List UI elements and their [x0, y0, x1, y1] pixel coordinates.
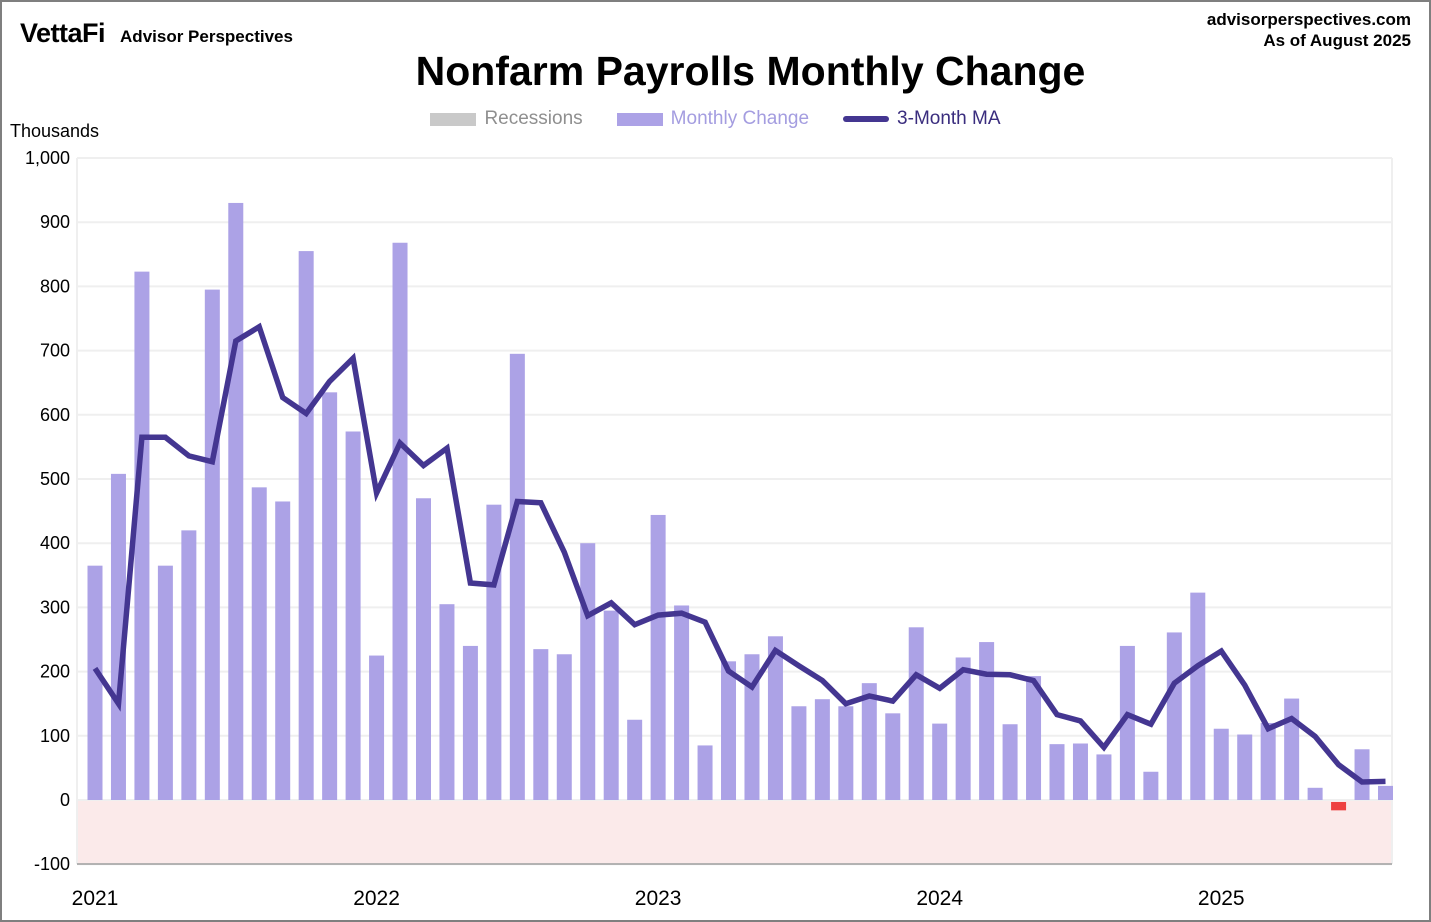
monthly-change-swatch: [616, 112, 663, 126]
y-axis-tick-label: 600: [40, 405, 70, 425]
y-axis-tick-label: 400: [40, 533, 70, 553]
legend-item-monthly-change: Monthly Change: [616, 108, 810, 130]
bar-2022-05: [462, 645, 478, 800]
bar-2021-02: [110, 473, 126, 800]
bar-2022-08: [533, 649, 549, 800]
bar-2025-08: [1377, 785, 1393, 800]
recessions-swatch: [430, 112, 477, 126]
bar-2023-04: [721, 661, 737, 800]
source-site: advisorperspectives.com: [1206, 10, 1411, 29]
y-axis-tick-label: 900: [40, 212, 70, 232]
logo-advisor-perspectives-text: Advisor Perspectives: [120, 27, 293, 46]
legend-label-monthly-change: Monthly Change: [670, 108, 810, 129]
bar-2023-09: [838, 706, 854, 800]
bar-2021-12: [345, 431, 361, 800]
bar-2022-10: [580, 543, 596, 800]
bar-2024-11: [1166, 632, 1182, 800]
bar-2024-02: [955, 657, 971, 800]
bar-2023-01: [650, 514, 666, 800]
bar-2021-09: [275, 501, 291, 800]
three-month-ma-line: [92, 322, 1386, 785]
bar-2023-03: [697, 745, 713, 800]
bar-2021-11: [322, 392, 338, 800]
y-axis-tick-label: 500: [40, 469, 70, 489]
as-of-date: As of August 2025: [1263, 31, 1411, 50]
y-axis-tick-label: 0: [60, 790, 70, 810]
bar-2024-12: [1190, 592, 1206, 800]
y-axis-tick-label: 1,000: [25, 148, 70, 168]
bar-2025-05: [1307, 787, 1323, 800]
x-axis-year-label: 2022: [353, 887, 400, 910]
bar-2021-10: [298, 251, 314, 801]
bar-2021-04: [157, 565, 173, 800]
y-axis-unit-label: Thousands: [10, 121, 100, 141]
bar-2024-07: [1072, 743, 1088, 800]
bar-2023-08: [814, 699, 830, 800]
x-axis-year-label: 2025: [1198, 887, 1245, 910]
legend-label-recessions: Recessions: [484, 108, 583, 129]
bar-2023-11: [885, 713, 901, 800]
bar-2023-05: [744, 654, 760, 800]
page-title: Nonfarm Payrolls Monthly Change: [415, 48, 1086, 94]
bar-2021-07: [228, 202, 244, 800]
logo-vettafi-text: VettaFi: [20, 18, 106, 48]
bar-2022-02: [392, 242, 408, 800]
bar-2023-06: [767, 636, 783, 800]
bar-2024-08: [1096, 754, 1112, 800]
bar-2021-03: [134, 271, 150, 800]
y-axis-tick-label: 100: [40, 726, 70, 746]
bar-2021-08: [251, 487, 267, 800]
bar-2024-05: [1026, 676, 1042, 800]
bar-2021-01: [87, 565, 103, 800]
legend-item-recessions: Recessions: [430, 108, 583, 130]
bar-2024-10: [1143, 771, 1159, 800]
y-axis-tick-label: 700: [40, 341, 70, 361]
y-axis-tick-label: -100: [34, 854, 70, 874]
bar-2022-12: [627, 719, 643, 800]
x-axis-year-label: 2024: [916, 887, 963, 910]
y-axis-tick-label: 200: [40, 662, 70, 682]
bar-2022-03: [415, 498, 431, 800]
bar-2024-03: [979, 642, 995, 800]
bar-2024-06: [1049, 744, 1065, 800]
y-axis-tick-label: 800: [40, 276, 70, 296]
bar-2022-09: [556, 654, 572, 800]
vettafi-logo: VettaFi Advisor Perspectives: [20, 18, 293, 49]
bar-2021-06: [204, 289, 220, 800]
chart-legend: Recessions Monthly Change 3-Month MA: [2, 108, 1429, 130]
bar-2024-04: [1002, 724, 1018, 800]
bar-2022-01: [369, 655, 385, 800]
legend-label-3-month-ma: 3-Month MA: [897, 108, 1001, 129]
bar-2025-02: [1237, 734, 1253, 800]
x-axis-year-label: 2021: [72, 887, 119, 910]
y-axis-tick-label: 300: [40, 597, 70, 617]
bar-2022-06: [486, 504, 502, 800]
bar-2025-01: [1213, 728, 1229, 800]
bar-2022-11: [603, 610, 619, 800]
bar-2025-07: [1354, 749, 1370, 800]
source-attribution: advisorperspectives.com As of August 202…: [1207, 9, 1411, 51]
three-month-ma-swatch: [843, 116, 890, 122]
bar-2022-07: [509, 353, 525, 800]
bar-2023-10: [861, 683, 877, 800]
bar-2025-04: [1284, 698, 1300, 800]
x-axis-year-label: 2023: [635, 887, 682, 910]
bar-2023-12: [908, 627, 924, 800]
bar-2023-07: [791, 706, 807, 800]
negative-region: [77, 800, 1392, 864]
bar-2025-03: [1260, 722, 1276, 800]
legend-item-3-month-ma: 3-Month MA: [843, 108, 1001, 130]
bar-2022-04: [439, 604, 455, 800]
bar-2024-09: [1119, 645, 1135, 800]
bar-2024-01: [932, 723, 948, 800]
bar-2023-02: [674, 605, 690, 800]
bar-2021-05: [181, 530, 197, 800]
bar-2025-06: [1331, 802, 1347, 811]
